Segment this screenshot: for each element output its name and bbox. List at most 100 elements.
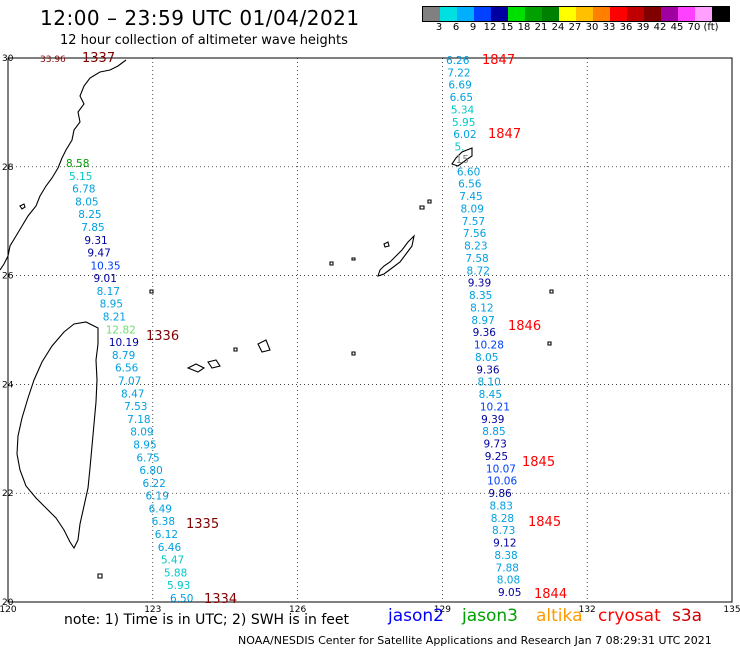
wave-height-value: 5.34	[451, 104, 475, 116]
scale-label: 33	[602, 22, 616, 33]
scale-swatch	[627, 7, 644, 21]
wave-height-value: 7.53	[124, 401, 147, 413]
wave-height-value: 5.88	[164, 567, 187, 579]
wave-height-value: 5.	[454, 142, 464, 154]
wave-height-value: 6.49	[149, 503, 172, 515]
wave-height-value: 6.22	[142, 478, 165, 490]
scale-swatch	[712, 7, 729, 21]
scale-label: (ft)	[703, 22, 719, 33]
wave-height-value: 9.36	[473, 327, 497, 339]
wave-height-value: 6.60	[457, 166, 480, 178]
pass-time-label: 1847	[482, 53, 515, 68]
okinawa-coastline	[377, 234, 415, 277]
footer-note: note: 1) Time is in UTC; 2) SWH is in fe…	[64, 612, 350, 628]
yaeyama-islands	[186, 339, 271, 373]
wave-height-value: 8.83	[490, 500, 513, 512]
china-coastline	[0, 59, 127, 271]
wave-height-value: 5.95	[452, 117, 475, 129]
scale-label: 30	[585, 22, 599, 33]
scale-swatch	[525, 7, 542, 21]
legend-item-jason2: jason2	[388, 606, 444, 626]
wave-height-value: 10.35	[90, 260, 120, 272]
pass-time-label: 1846	[508, 319, 541, 334]
wave-height-value: 8.72	[467, 265, 490, 277]
wave-height-value: 8.97	[471, 315, 494, 327]
scale-label: 42	[653, 22, 667, 33]
latitude-label: 30	[2, 54, 14, 64]
credit-line: NOAA/NESDIS Center for Satellite Applica…	[238, 634, 712, 647]
scale-swatch	[610, 7, 627, 21]
wave-height-value: 8.09	[130, 427, 153, 439]
wave-height-value: 8.47	[121, 388, 144, 400]
wave-height-value: 7.56	[463, 228, 487, 240]
pass-time-label: 1337	[82, 51, 115, 66]
wave-height-value: 6.50	[170, 593, 193, 605]
latitude-label: 24	[2, 380, 14, 390]
wave-height-value: 10.06	[487, 476, 517, 488]
scale-swatch	[661, 7, 678, 21]
wave-height-value: 12.82	[106, 324, 136, 336]
scale-label: 27	[568, 22, 582, 33]
longitude-label: 135	[723, 605, 740, 615]
wave-height-value: 9.39	[481, 414, 504, 426]
longitude-label: 129	[434, 605, 451, 615]
wave-height-value: 9.36	[476, 364, 500, 376]
wave-height-value: 7.22	[447, 67, 470, 79]
scale-swatch	[542, 7, 559, 21]
wave-height-value: 9.31	[84, 235, 107, 247]
scale-swatch	[423, 7, 440, 21]
wave-height-value: 8.23	[464, 241, 487, 253]
wave-height-value: 8.79	[112, 350, 135, 362]
wave-height-value: 9.39	[468, 278, 491, 290]
wave-height-value: 10.19	[109, 337, 139, 349]
scale-label: 21	[534, 22, 548, 33]
wave-height-value: 5.93	[167, 580, 190, 592]
pass-time-label: 1845	[522, 455, 555, 470]
scale-label: 12	[483, 22, 497, 33]
scale-label: 18	[517, 22, 531, 33]
legend-item-cryosat: cryosat	[598, 606, 661, 626]
wave-height-value: 9.47	[87, 248, 110, 260]
wave-height-value: 9.12	[493, 538, 516, 550]
wave-height-value: 6.38	[152, 516, 175, 528]
color-scale-bar	[422, 6, 730, 22]
wave-height-value: 8.25	[78, 209, 101, 221]
scale-swatch	[474, 7, 491, 21]
map-title: 12:00 – 23:59 UTC 01/04/2021	[40, 6, 360, 30]
scale-label: 70	[687, 22, 701, 33]
wave-height-value: 8.05	[475, 352, 498, 364]
scale-label: 15	[500, 22, 514, 33]
wave-height-value: 7.18	[127, 414, 150, 426]
pass-time-label: 1845	[528, 515, 561, 530]
wave-height-value: 5.47	[161, 555, 184, 567]
wave-height-value: 7.45	[459, 191, 482, 203]
wave-height-value: 6.19	[146, 491, 169, 503]
pass-time-label: 1335	[186, 517, 219, 532]
pass-time-label: 1336	[146, 329, 179, 344]
latitude-label: 28	[2, 163, 14, 173]
scale-label: 9	[469, 22, 477, 33]
map-frame	[7, 57, 733, 603]
longitude-label: 120	[0, 605, 17, 615]
legend-item-jason3: jason3	[462, 606, 518, 626]
wave-height-value: 9.86	[488, 488, 512, 500]
pass-time-label: 1844	[534, 587, 567, 602]
wave-height-value: 6.65	[450, 92, 473, 104]
wave-height-value: 5.15	[69, 171, 92, 183]
wave-height-value: 9.73	[483, 439, 506, 451]
coastlines	[0, 59, 554, 579]
longitude-label: 126	[289, 605, 306, 615]
scale-label: 3	[435, 22, 443, 33]
wave-height-value: 33.96	[40, 55, 66, 65]
wave-height-value: 7.57	[462, 216, 485, 228]
wave-height-value: 6.56	[458, 179, 482, 191]
taiwan-coastline	[16, 321, 99, 550]
altimeter-tracks: 33.968.585.156.788.058.257.859.319.4710.…	[40, 51, 567, 607]
wave-height-value: 8.38	[494, 550, 517, 562]
wave-height-value: 8.08	[497, 575, 520, 587]
wave-height-value: 8.95	[100, 299, 123, 311]
wave-height-value: 8.85	[482, 426, 505, 438]
wave-height-value: 6.80	[139, 465, 162, 477]
wave-height-value: 8.45	[479, 389, 502, 401]
scale-swatch	[695, 7, 712, 21]
